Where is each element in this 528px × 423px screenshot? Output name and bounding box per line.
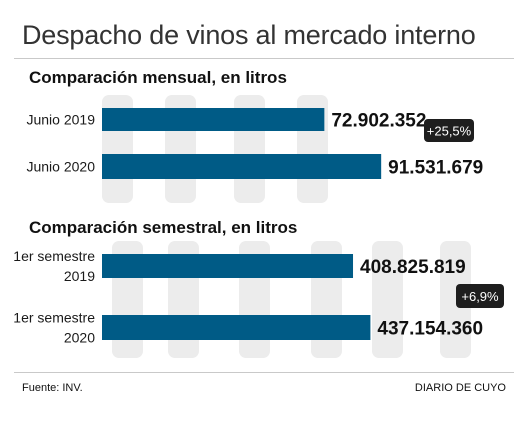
bar-1-1 [102, 315, 371, 340]
value-label-1-0: 408.825.819 [360, 257, 466, 278]
value-label-1-1: 437.154.360 [377, 319, 483, 340]
semester-section-title: Comparación semestral, en litros [29, 218, 298, 237]
category-label-1-0-0: 1er semestre [13, 248, 95, 264]
category-label-1-0-1: 2019 [64, 268, 95, 284]
category-label-1-1-1: 2020 [64, 330, 95, 346]
change-badge-1 [456, 284, 504, 308]
change-badge-0 [424, 119, 474, 142]
page-title: Despacho de vinos al mercado interno [22, 20, 476, 50]
change-badge-label-1: +6,9% [461, 289, 499, 304]
change-badge-label-0: +25,5% [427, 124, 472, 139]
source-note: Fuente: INV. [22, 382, 83, 394]
footer-divider [14, 372, 514, 373]
title-divider [14, 58, 514, 59]
value-label-0-1: 91.531.679 [388, 158, 483, 179]
category-label-0-0-0: Junio 2019 [26, 112, 95, 128]
grid-band-1-5 [440, 241, 471, 358]
monthly-section-title: Comparación mensual, en litros [29, 68, 287, 87]
category-label-1-1-0: 1er semestre [13, 310, 95, 326]
publisher-credit: DIARIO DE CUYO [414, 382, 506, 394]
bar-0-0 [102, 108, 325, 131]
bar-1-0 [102, 254, 354, 278]
category-label-0-1-0: Junio 2020 [26, 159, 95, 175]
bar-0-1 [102, 154, 382, 179]
value-label-0-0: 72.902.352 [331, 111, 426, 132]
grid-band-1-4 [372, 241, 403, 358]
